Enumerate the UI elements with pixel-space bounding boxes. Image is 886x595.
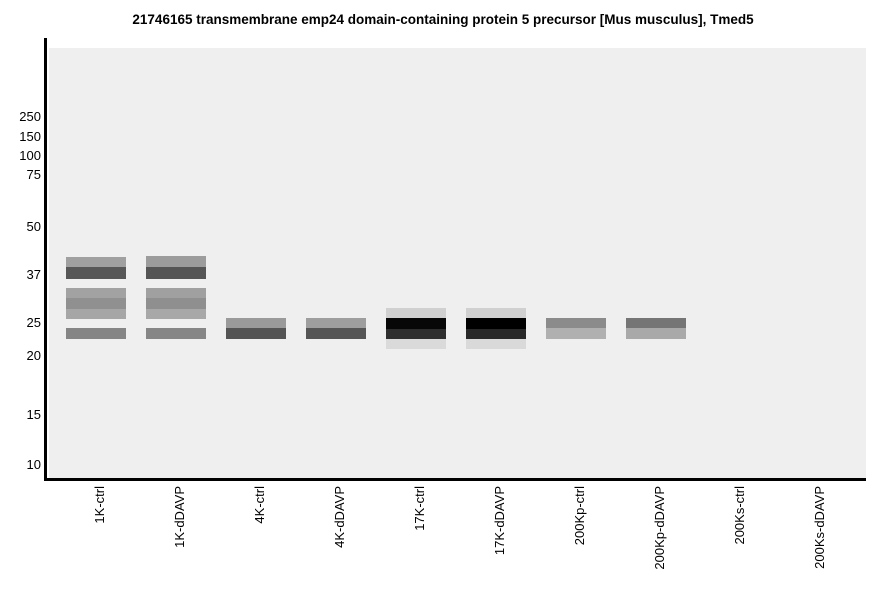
blot-band-200Kp-ctrl	[546, 328, 606, 339]
lane-label-200Kp-ctrl: 200Kp-ctrl	[572, 486, 587, 546]
blot-band-1K-ctrl	[66, 298, 126, 309]
y-tick-label-150: 150	[19, 129, 41, 144]
y-tick-label-10: 10	[26, 457, 41, 472]
blot-band-1K-ctrl	[66, 309, 126, 319]
blot-band-1K-dDAVP	[146, 309, 206, 319]
lane-label-1K-ctrl: 1K-ctrl	[92, 486, 107, 524]
blot-band-1K-dDAVP	[146, 267, 206, 279]
blot-band-1K-ctrl	[66, 257, 126, 267]
blot-band-4K-dDAVP	[306, 328, 366, 339]
blot-band-17K-dDAVP	[466, 329, 526, 339]
lane-label-200Kp-dDAVP: 200Kp-dDAVP	[652, 486, 667, 570]
blot-band-4K-dDAVP	[306, 318, 366, 328]
x-axis-line	[44, 478, 866, 481]
blot-band-200Kp-ctrl	[546, 318, 606, 328]
blot-band-17K-ctrl	[386, 308, 446, 318]
lane-label-17K-ctrl: 17K-ctrl	[412, 486, 427, 531]
y-tick-label-20: 20	[26, 348, 41, 363]
blot-band-1K-ctrl	[66, 288, 126, 298]
blot-band-17K-dDAVP	[466, 308, 526, 318]
blot-band-17K-dDAVP	[466, 318, 526, 329]
blot-band-17K-ctrl	[386, 318, 446, 329]
lane-label-200Ks-ctrl: 200Ks-ctrl	[732, 486, 747, 545]
blot-band-17K-dDAVP	[466, 339, 526, 349]
blot-band-1K-dDAVP	[146, 298, 206, 309]
y-tick-label-25: 25	[26, 315, 41, 330]
y-tick-label-75: 75	[26, 167, 41, 182]
lane-label-4K-ctrl: 4K-ctrl	[252, 486, 267, 524]
y-tick-label-100: 100	[19, 148, 41, 163]
lane-label-17K-dDAVP: 17K-dDAVP	[492, 486, 507, 556]
y-tick-label-15: 15	[26, 407, 41, 422]
lane-label-1K-dDAVP: 1K-dDAVP	[172, 486, 187, 548]
lane-label-200Ks-dDAVP: 200Ks-dDAVP	[812, 486, 827, 569]
blot-band-1K-dDAVP	[146, 288, 206, 298]
blot-band-1K-dDAVP	[146, 328, 206, 339]
blot-band-1K-ctrl	[66, 267, 126, 279]
figure-title: 21746165 transmembrane emp24 domain-cont…	[132, 12, 754, 27]
y-tick-label-37: 37	[26, 267, 41, 282]
y-axis-line	[44, 38, 47, 481]
blot-band-1K-ctrl	[66, 328, 126, 339]
blot-band-4K-ctrl	[226, 328, 286, 339]
blot-band-4K-ctrl	[226, 318, 286, 328]
lane-label-4K-dDAVP: 4K-dDAVP	[332, 486, 347, 548]
blot-band-17K-ctrl	[386, 329, 446, 339]
blot-band-1K-dDAVP	[146, 256, 206, 267]
y-tick-label-50: 50	[26, 219, 41, 234]
y-tick-label-250: 250	[19, 109, 41, 124]
blot-band-200Kp-dDAVP	[626, 328, 686, 339]
blot-band-17K-ctrl	[386, 339, 446, 349]
blot-band-200Kp-dDAVP	[626, 318, 686, 328]
